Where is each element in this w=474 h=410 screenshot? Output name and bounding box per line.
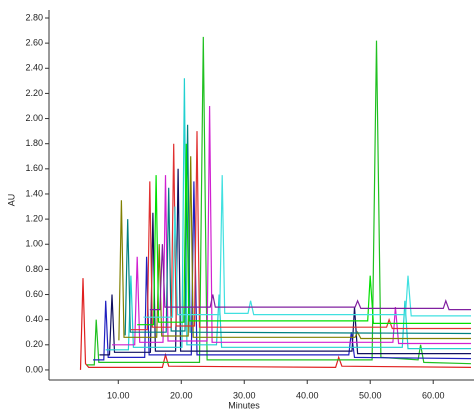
y-tick-label: 2.20 (25, 88, 43, 98)
trace-line (124, 124, 472, 336)
trace-line (149, 244, 471, 311)
x-tick-label: 20.00 (170, 390, 193, 400)
y-tick-label: 2.60 (25, 38, 43, 48)
y-tick-label: 0.80 (25, 264, 43, 274)
trace-line (112, 105, 471, 346)
trace-line (137, 143, 471, 326)
x-tick-label: 50.00 (359, 390, 382, 400)
trace-line (130, 131, 471, 331)
x-tick-label: 30.00 (233, 390, 256, 400)
y-tick-label: 1.80 (25, 138, 43, 148)
x-tick-label: 40.00 (296, 390, 319, 400)
trace-line (93, 181, 472, 361)
y-tick-label: 0.60 (25, 289, 43, 299)
y-tick-label: 0.20 (25, 339, 43, 349)
y-tick-label: 2.00 (25, 113, 43, 123)
x-tick-label: 60.00 (422, 390, 445, 400)
y-tick-label: 1.40 (25, 188, 43, 198)
y-tick-label: 1.20 (25, 213, 43, 223)
y-tick-label: 2.80 (25, 12, 43, 22)
x-tick-label: 10.00 (107, 390, 130, 400)
y-tick-label: 0.00 (25, 364, 43, 374)
y-tick-label: 1.60 (25, 163, 43, 173)
y-tick-label: 2.40 (25, 63, 43, 73)
trace-line (143, 175, 471, 318)
y-axis-label: AU (6, 194, 16, 207)
trace-line (86, 36, 472, 366)
y-tick-label: 0.40 (25, 314, 43, 324)
x-axis-label: Minutes (228, 400, 260, 410)
y-tick-label: 1.00 (25, 239, 43, 249)
